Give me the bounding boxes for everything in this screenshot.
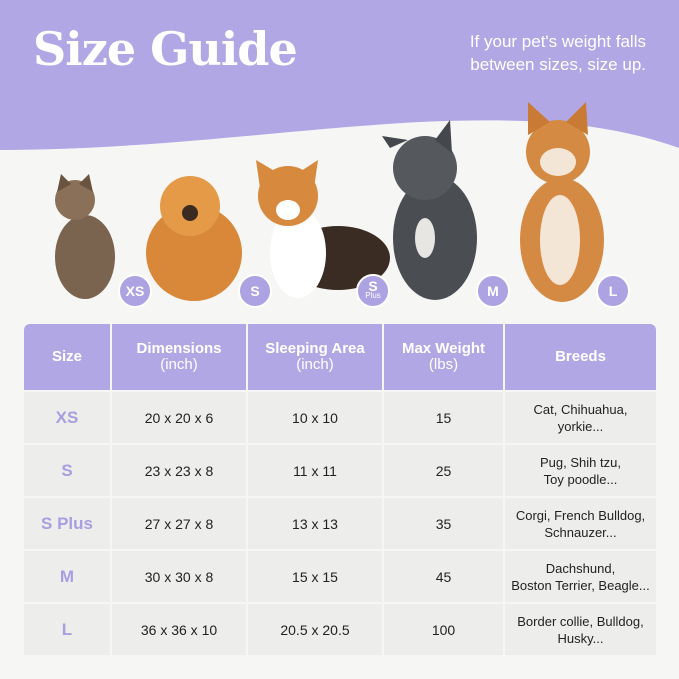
pomeranian-image bbox=[146, 176, 242, 301]
size-badge-l: L bbox=[596, 274, 630, 308]
dimensions-cell: 27 x 27 x 8 bbox=[112, 498, 246, 549]
breeds-line: Pug, Shih tzu, bbox=[540, 454, 621, 470]
breeds-line: Husky... bbox=[557, 630, 604, 646]
header-unit: (inch) bbox=[296, 356, 334, 373]
badge-label: S bbox=[250, 282, 260, 299]
header-label: Breeds bbox=[555, 348, 606, 365]
sleeping-area-cell: 10 x 10 bbox=[248, 392, 382, 443]
breeds-cell: Pug, Shih tzu, Toy poodle... bbox=[505, 445, 656, 496]
table-row: M 30 x 30 x 8 15 x 15 45 Dachshund, Boston Te… bbox=[24, 551, 656, 602]
breeds-line: Border collie, Bulldog, bbox=[517, 613, 644, 629]
table-header: Size Dimensions (inch) Sleeping Area (inch… bbox=[24, 324, 656, 390]
badge-label: L bbox=[608, 282, 618, 299]
breeds-line: Toy poodle... bbox=[543, 471, 618, 487]
table-row: XS 20 x 20 x 6 10 x 10 15 Cat, Chihuahua, yor… bbox=[24, 392, 656, 443]
badge-label: S bbox=[368, 278, 378, 294]
max-weight-cell: 45 bbox=[384, 551, 503, 602]
size-cell: S bbox=[24, 445, 110, 496]
sleeping-area-cell: 13 x 13 bbox=[248, 498, 382, 549]
size-table: Size Dimensions (inch) Sleeping Area (inch… bbox=[22, 322, 658, 657]
header-sleeping-area: Sleeping Area (inch) bbox=[248, 324, 382, 390]
size-cell: M bbox=[24, 551, 110, 602]
badge-sub-label: Plus bbox=[365, 291, 381, 300]
dimensions-cell: 20 x 20 x 6 bbox=[112, 392, 246, 443]
badge-label: XS bbox=[125, 282, 145, 299]
breeds-cell: Cat, Chihuahua, yorkie... bbox=[505, 392, 656, 443]
sleeping-area-cell: 20.5 x 20.5 bbox=[248, 604, 382, 655]
cat-image bbox=[55, 174, 115, 299]
header-breeds: Breeds bbox=[505, 324, 656, 390]
header-label: Dimensions bbox=[136, 340, 222, 357]
table-row: L 36 x 36 x 10 20.5 x 20.5 100 Border collie… bbox=[24, 604, 656, 655]
sleeping-area-cell: 15 x 15 bbox=[248, 551, 382, 602]
header-unit: (inch) bbox=[160, 356, 198, 373]
header-max-weight: Max Weight (lbs) bbox=[384, 324, 503, 390]
subtitle-line: between sizes, size up. bbox=[470, 55, 646, 74]
breeds-line: Cat, Chihuahua, bbox=[533, 401, 628, 417]
breeds-line: Boston Terrier, Beagle... bbox=[511, 577, 650, 593]
sleeping-area-cell: 11 x 11 bbox=[248, 445, 382, 496]
header-label: Size bbox=[51, 348, 82, 365]
breeds-line: Dachshund, bbox=[545, 560, 616, 576]
header-banner bbox=[0, 0, 679, 150]
max-weight-cell: 35 bbox=[384, 498, 503, 549]
breeds-line: yorkie... bbox=[557, 418, 604, 434]
max-weight-cell: 25 bbox=[384, 445, 503, 496]
header-size: Size bbox=[24, 324, 110, 390]
max-weight-cell: 15 bbox=[384, 392, 503, 443]
dimensions-cell: 36 x 36 x 10 bbox=[112, 604, 246, 655]
header-label: Sleeping Area bbox=[265, 340, 365, 357]
table-row: S Plus 27 x 27 x 8 13 x 13 35 Corgi, French … bbox=[24, 498, 656, 549]
badge-label: M bbox=[487, 282, 499, 299]
breeds-line: Schnauzer... bbox=[544, 524, 617, 540]
french-bulldog-image bbox=[382, 120, 477, 300]
size-cell: S Plus bbox=[24, 498, 110, 549]
size-badge-xs: XS bbox=[118, 274, 152, 308]
breeds-cell: Border collie, Bulldog, Husky... bbox=[505, 604, 656, 655]
size-badge-s-plus: S Plus bbox=[356, 274, 390, 308]
dimensions-cell: 23 x 23 x 8 bbox=[112, 445, 246, 496]
corgi-image bbox=[256, 160, 390, 298]
breeds-cell: Corgi, French Bulldog, Schnauzer... bbox=[505, 498, 656, 549]
header-dimensions: Dimensions (inch) bbox=[112, 324, 246, 390]
shiba-inu-image bbox=[520, 102, 604, 302]
page-title: Size Guide bbox=[33, 22, 298, 76]
size-badge-s: S bbox=[238, 274, 272, 308]
header-unit: (lbs) bbox=[428, 356, 459, 373]
dimensions-cell: 30 x 30 x 8 bbox=[112, 551, 246, 602]
size-cell: L bbox=[24, 604, 110, 655]
size-badge-m: M bbox=[476, 274, 510, 308]
header-label: Max Weight bbox=[401, 340, 486, 357]
max-weight-cell: 100 bbox=[384, 604, 503, 655]
breeds-line: Corgi, French Bulldog, bbox=[515, 507, 646, 523]
breeds-cell: Dachshund, Boston Terrier, Beagle... bbox=[505, 551, 656, 602]
subtitle-line: If your pet's weight falls bbox=[469, 32, 646, 51]
size-cell: XS bbox=[24, 392, 110, 443]
subtitle: If your pet's weight falls between sizes,… bbox=[470, 30, 646, 76]
table-row: S 23 x 23 x 8 11 x 11 25 Pug, Shih tzu, Toy p… bbox=[24, 445, 656, 496]
